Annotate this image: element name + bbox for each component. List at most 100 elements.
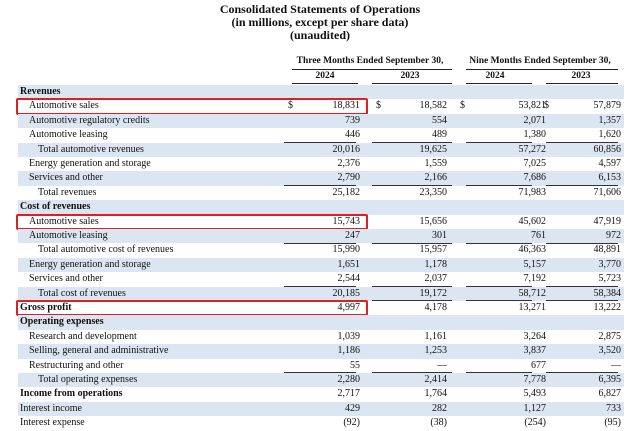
row-value: 46,363 — [518, 244, 547, 256]
row-value: — — [611, 359, 621, 371]
header-nine-months: Nine Months Ended September 30, — [469, 56, 611, 66]
row-label: Automotive leasing — [29, 129, 108, 141]
subtotal-rule — [372, 300, 452, 302]
table-row: Total cost of revenues 20,185 19,172 58,712… — [18, 286, 624, 302]
table-row: Interest income 429 282 1,127 733 — [18, 401, 624, 417]
currency-symbol: $ — [544, 100, 549, 112]
row-label: Total automotive revenues — [38, 143, 144, 155]
row-label: Energy generation and storage — [29, 258, 151, 270]
row-value: 4,597 — [598, 158, 622, 169]
highlight-box — [16, 213, 368, 230]
row-value: — — [437, 359, 447, 371]
row-value: 2,717 — [337, 388, 361, 400]
title-line-3: (unaudited) — [289, 28, 351, 42]
row-value: 282 — [432, 402, 447, 414]
row-value: 1,764 — [424, 388, 448, 400]
row-value: 1,357 — [598, 114, 622, 126]
currency-symbol: $ — [288, 100, 293, 112]
row-label: Restructuring and other — [29, 359, 124, 371]
row-value: 57,272 — [518, 143, 547, 155]
row-value: 554 — [432, 114, 447, 126]
row-label: Total automotive cost of revenues — [38, 244, 174, 256]
row-value: 6,395 — [598, 374, 622, 385]
row-value: 1,127 — [523, 402, 547, 414]
row-label: Selling, general and administrative — [29, 345, 169, 357]
row-value: 15,957 — [419, 244, 448, 256]
row-label: Services and other — [29, 273, 103, 285]
subtotal-rule — [546, 141, 618, 143]
row-label: Income from operations — [20, 388, 123, 400]
subtotal-rule — [284, 372, 356, 374]
row-value: 15,656 — [419, 215, 448, 227]
subtotal-rule — [284, 285, 356, 287]
table-row: Total revenues 25,182 23,350 71,983 71,606 — [18, 186, 624, 200]
row-value: 2,414 — [424, 374, 448, 385]
row-value: 60,856 — [593, 143, 622, 155]
header-underline-3 — [466, 83, 532, 84]
row-value: 19,625 — [419, 143, 448, 155]
subtotal-rule — [466, 300, 532, 302]
header-year-col-1: 2024 — [315, 71, 335, 81]
row-value: 1,161 — [424, 330, 448, 342]
row-value: 7,778 — [523, 374, 547, 385]
row-value: 58,384 — [593, 287, 622, 299]
table-row: Interest expense (92) (38) (254) (95) — [18, 416, 624, 430]
row-label: Revenues — [20, 86, 61, 97]
row-value: 4,997 — [337, 302, 361, 313]
row-value: 55 — [350, 359, 360, 371]
row-value: 429 — [345, 402, 360, 414]
row-value: 761 — [531, 230, 546, 241]
row-value: 972 — [606, 230, 621, 241]
table-row: Energy generation and storage 1,651 1,178 5… — [18, 257, 624, 273]
row-label: Interest expense — [20, 417, 85, 429]
row-value: 18,582 — [419, 100, 448, 112]
row-value: (254) — [524, 417, 546, 429]
row-value: 18,831 — [332, 100, 361, 112]
table-row: Total automotive cost of revenues 15,990 1… — [18, 243, 624, 257]
row-value: 301 — [432, 230, 447, 241]
row-value: 2,166 — [424, 172, 448, 184]
table-row: Selling, general and administrative 1,186… — [18, 344, 624, 359]
row-value: 23,350 — [419, 186, 448, 198]
row-value: 5,157 — [523, 258, 547, 270]
row-value: 2,875 — [598, 330, 622, 342]
table-row: Services and other 2,544 2,037 7,192 5,723 — [18, 272, 624, 287]
row-value: 2,790 — [337, 172, 361, 184]
header-year-col-3: 2024 — [485, 71, 505, 81]
table-row: Energy generation and storage 2,376 1,559 7… — [18, 157, 624, 171]
row-value: 48,891 — [593, 244, 622, 256]
table-row: Research and development 1,039 1,161 3,264 2… — [18, 330, 624, 344]
row-value: 3,770 — [598, 258, 622, 270]
row-label: Operating expenses — [20, 316, 104, 328]
subtotal-rule — [372, 141, 452, 143]
header-underline-2 — [372, 83, 452, 84]
row-value: 2,071 — [523, 114, 547, 126]
row-label: Automotive leasing — [29, 230, 108, 241]
subtotal-rule — [284, 184, 356, 186]
subtotal-rule — [284, 141, 356, 143]
currency-symbol: $ — [460, 100, 465, 112]
table-row: Total automotive revenues 20,016 19,625 57,… — [18, 142, 624, 157]
header-underline-4 — [546, 83, 618, 84]
row-label: Services and other — [29, 172, 103, 184]
table-row: Automotive sales 15,743 15,656 45,602 47,919 — [18, 215, 624, 229]
row-value: 71,606 — [593, 186, 622, 198]
row-value: 45,602 — [518, 215, 547, 227]
row-label: Total operating expenses — [38, 374, 138, 385]
title-line-1: Consolidated Statements of Operations — [219, 2, 421, 16]
row-value: 53,821 — [518, 100, 547, 112]
subtotal-rule — [546, 372, 618, 374]
table-row: Total operating expenses 2,280 2,414 7,778 6… — [18, 373, 624, 388]
row-value: 1,253 — [424, 345, 448, 357]
row-value: 13,222 — [593, 302, 622, 313]
table-row: Automotive leasing 446 489 1,380 1,620 — [18, 128, 624, 143]
row-value: 20,016 — [332, 143, 361, 155]
row-value: 25,182 — [332, 186, 361, 198]
subtotal-rule — [372, 184, 452, 186]
row-value: 4,178 — [424, 302, 448, 313]
row-value: 677 — [531, 359, 546, 371]
row-value: 15,743 — [332, 215, 361, 227]
table-row: Restructuring and other 55 — 677 — — [18, 359, 624, 374]
row-label: Gross profit — [20, 302, 72, 313]
row-value: (38) — [430, 417, 447, 429]
